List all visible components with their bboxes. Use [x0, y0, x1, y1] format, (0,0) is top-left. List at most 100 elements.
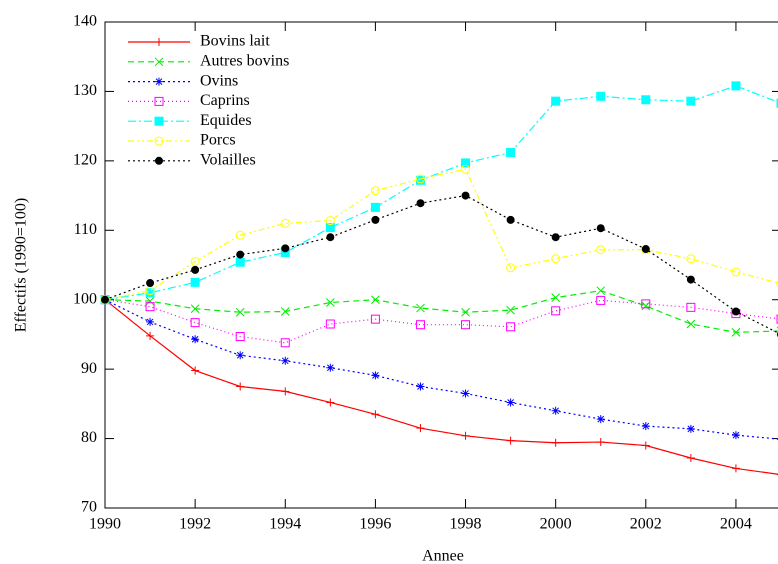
point: [731, 431, 740, 440]
point: [416, 303, 425, 313]
point: [371, 410, 380, 419]
point: [326, 398, 335, 407]
point: [731, 327, 741, 337]
point: [235, 230, 245, 240]
legend-label: Equides: [200, 112, 252, 129]
series-line: [104, 299, 778, 344]
point: [731, 464, 740, 473]
legend-marker: [154, 57, 164, 67]
y-axis-label: Effectifs (1990=100): [13, 198, 30, 332]
legend-marker: [155, 77, 163, 86]
point: [281, 244, 290, 253]
x-tick-label: 2002: [630, 516, 662, 533]
x-axis-label: Annee: [422, 548, 464, 564]
point: [596, 295, 606, 305]
x-tick-label: 1998: [450, 516, 482, 533]
point: [506, 322, 516, 332]
point: [416, 199, 425, 208]
point: [731, 267, 741, 277]
point: [731, 81, 741, 91]
legend-marker: [154, 96, 164, 106]
point: [101, 295, 109, 304]
x-tick-label: 1990: [89, 516, 121, 533]
point: [370, 314, 380, 324]
point: [325, 216, 335, 226]
point: [416, 424, 425, 433]
series-line: [104, 290, 778, 333]
point: [371, 215, 380, 224]
x-tick-label: 2000: [540, 516, 572, 533]
series-line: [104, 299, 778, 440]
series-line: [104, 168, 778, 301]
point: [551, 438, 560, 447]
legend-marker: [155, 156, 163, 165]
point: [326, 363, 335, 372]
point: [506, 398, 515, 407]
point: [146, 331, 155, 340]
point: [325, 298, 335, 307]
legend-label: Bovins lait: [200, 33, 270, 50]
point: [235, 307, 245, 317]
point: [236, 351, 245, 360]
point: [686, 319, 696, 329]
point: [596, 286, 606, 296]
point: [190, 304, 200, 314]
point: [596, 438, 605, 447]
y-tick-label: 90: [81, 360, 97, 377]
point: [370, 202, 380, 212]
point: [506, 148, 516, 158]
x-tick-label: 2004: [720, 516, 752, 533]
legend-label: Ovins: [200, 72, 238, 89]
point: [326, 233, 335, 242]
point: [191, 366, 200, 375]
legend-marker: [154, 116, 164, 126]
point: [731, 307, 740, 316]
y-tick-label: 80: [81, 429, 97, 446]
x-tick-label: 1994: [269, 516, 301, 533]
point: [686, 302, 696, 312]
point: [686, 424, 695, 433]
point: [236, 250, 245, 259]
y-tick-label: 130: [73, 82, 97, 99]
point: [596, 224, 605, 233]
point: [686, 275, 695, 284]
point: [146, 279, 155, 288]
point: [280, 218, 290, 228]
legend-label: Volailles: [200, 151, 256, 168]
point: [371, 295, 380, 305]
y-tick-label: 120: [73, 152, 97, 169]
point: [191, 265, 200, 274]
point: [461, 431, 470, 440]
point: [190, 277, 200, 287]
point: [506, 305, 515, 315]
point: [415, 174, 425, 184]
point: [551, 293, 561, 302]
series-line: [104, 85, 778, 301]
point: [686, 454, 695, 463]
x-tick-label: 1996: [359, 516, 391, 533]
point: [686, 96, 696, 106]
point: [461, 389, 470, 398]
y-tick-label: 100: [73, 290, 97, 307]
point: [235, 257, 245, 267]
point: [190, 257, 200, 267]
point: [371, 371, 380, 380]
legend-label: Porcs: [200, 132, 236, 149]
point: [281, 356, 290, 365]
point: [641, 422, 650, 431]
point: [236, 382, 245, 391]
y-tick-label: 140: [73, 13, 97, 30]
legend-marker: [154, 136, 164, 146]
point: [325, 319, 335, 329]
legend-label: Caprins: [200, 92, 250, 109]
point: [641, 441, 650, 450]
point: [325, 223, 335, 233]
point: [280, 307, 290, 316]
point: [551, 254, 561, 264]
y-tick-label: 70: [81, 499, 97, 516]
point: [145, 302, 155, 312]
point: [596, 245, 606, 255]
point: [281, 387, 290, 396]
point: [596, 415, 605, 424]
